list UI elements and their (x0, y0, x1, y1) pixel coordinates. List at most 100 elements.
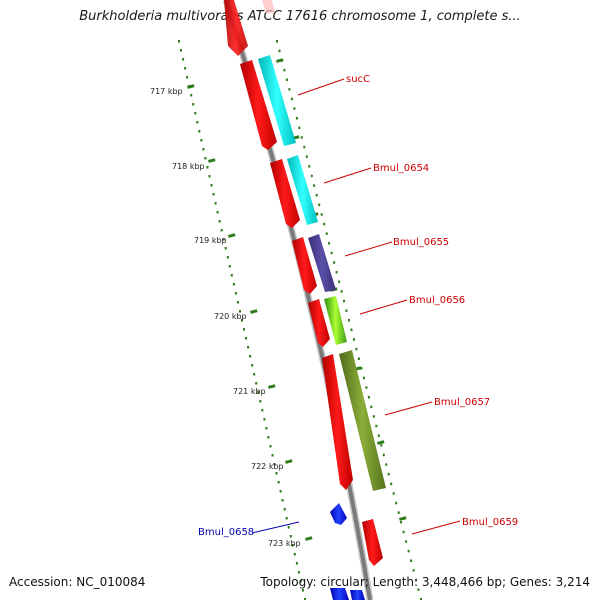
scale-dot (417, 588, 420, 591)
scale-dot (392, 492, 395, 495)
scale-dot (180, 49, 182, 52)
major-tick (376, 440, 385, 445)
gene-label-sucC[interactable]: sucC (346, 74, 370, 85)
scale-dot (192, 103, 195, 106)
major-tick (187, 84, 195, 89)
tick-label-720: 720 kbp (214, 312, 247, 321)
cds-feature-0659[interactable] (362, 519, 383, 566)
scale-dot (216, 211, 219, 214)
major-tick (228, 233, 236, 238)
cds-feature-0656[interactable] (308, 299, 330, 347)
scale-dot (415, 578, 417, 582)
scale-dot (387, 472, 390, 476)
scale-dot (261, 409, 264, 412)
scale-dot (232, 283, 235, 286)
scale-dot (263, 418, 266, 421)
scale-dot (318, 203, 321, 207)
cds-features (224, 0, 383, 566)
gene-feature-Bmul_0656[interactable] (324, 296, 347, 345)
scale-dot (330, 251, 333, 255)
scale-dot (259, 400, 262, 403)
scale-dot (380, 444, 383, 447)
scale-dot (365, 386, 368, 389)
major-tick (249, 309, 258, 314)
scale-dot (397, 511, 400, 514)
scale-dot (345, 309, 348, 312)
cds-feature-0654[interactable] (270, 159, 300, 228)
topology-text: Topology: circular; Length: 3,448,466 bp… (260, 575, 590, 589)
gene-label-Bmul_0655[interactable]: Bmul_0655 (393, 237, 449, 248)
scale-dot (281, 499, 284, 502)
gene-label-Bmul_0654[interactable]: Bmul_0654 (373, 163, 429, 174)
scale-dot (299, 580, 302, 583)
gene-label-Bmul_0656[interactable]: Bmul_0656 (409, 295, 465, 306)
cds-feature-0657[interactable] (322, 354, 353, 490)
scale-dot (283, 68, 286, 72)
scale-dot (253, 373, 256, 376)
scale-dot (214, 202, 217, 205)
scale-dot (255, 382, 258, 385)
cds-feature-0655[interactable] (292, 237, 317, 294)
scale-dot (239, 310, 241, 313)
scale-dot (288, 88, 291, 91)
scale-dot (402, 530, 405, 534)
scale-dot (325, 232, 328, 235)
scale-dot (226, 256, 229, 259)
scale-dot (206, 166, 209, 169)
scale-dot (360, 367, 363, 370)
scale-dot (265, 427, 268, 430)
accession-text: Accession: NC_010084 (9, 575, 146, 589)
gene-feature-Bmul_0658[interactable] (330, 503, 347, 525)
cds-feature-top[interactable] (224, 0, 248, 56)
scale-dot (277, 481, 280, 484)
scale-dot (184, 67, 187, 70)
major-tick (276, 58, 284, 63)
scale-dot (298, 126, 301, 130)
scale-dot (303, 145, 306, 149)
scale-dot (194, 112, 197, 115)
tick-label-721: 721 kbp (233, 387, 266, 396)
gene-label-Bmul_0657[interactable]: Bmul_0657 (434, 397, 490, 408)
gene-label-Bmul_0659[interactable]: Bmul_0659 (462, 517, 518, 528)
scale-dot (335, 270, 338, 274)
gene-feature-Bmul_0655[interactable] (308, 234, 336, 292)
scale-dot (323, 222, 326, 226)
scale-dot (267, 436, 270, 439)
scale-dot (182, 58, 185, 61)
gene-feature-Bmul_0657[interactable] (339, 350, 386, 491)
gene-feature-bottom-blue-2[interactable] (350, 590, 365, 600)
scale-dot (196, 121, 199, 124)
scale-dot (275, 472, 278, 475)
scale-dot (382, 453, 385, 457)
gene-feature-Bmul_0654[interactable] (287, 155, 318, 225)
scale-dot (308, 165, 311, 168)
scale-dot (350, 328, 353, 332)
gene-label-Bmul_0658[interactable]: Bmul_0658 (198, 527, 254, 538)
gene-feature-top-pink[interactable] (262, 0, 275, 14)
gene-features (258, 0, 386, 600)
scale-dot (276, 40, 278, 43)
scale-dot (228, 265, 231, 268)
scale-dot (273, 463, 276, 466)
scale-dot (313, 184, 316, 187)
scale-dot (222, 238, 225, 241)
scale-dot (367, 396, 370, 399)
scale-dot (234, 292, 237, 295)
scale-dot (395, 501, 398, 505)
scale-dot (287, 526, 290, 529)
scale-dot (290, 97, 293, 101)
scale-dot (293, 553, 296, 556)
scale-dot (243, 328, 245, 331)
scale-dot (343, 299, 345, 303)
gene-feature-sucC[interactable] (258, 55, 296, 146)
scale-dot (224, 247, 227, 250)
scale-dot (377, 434, 380, 437)
scale-dot (362, 376, 365, 380)
scale-dot (291, 544, 294, 547)
scale-dot (249, 355, 252, 358)
scale-dot (210, 184, 213, 187)
gene-feature-bottom-blue[interactable] (330, 588, 349, 600)
cds-feature-suc[interactable] (240, 60, 277, 150)
scale-dot (420, 598, 422, 600)
